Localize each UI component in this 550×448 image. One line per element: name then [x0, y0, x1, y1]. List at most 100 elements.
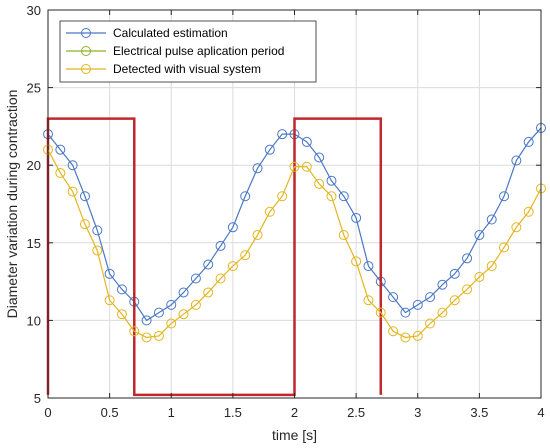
legend-label: Calculated estimation: [113, 26, 228, 40]
x-tick-label: 4: [537, 405, 544, 420]
data-point: [116, 309, 127, 320]
data-point: [153, 330, 164, 341]
data-point: [486, 214, 497, 225]
data-point: [474, 271, 485, 282]
data-point: [67, 160, 78, 171]
data-point: [314, 152, 325, 163]
data-point: [227, 261, 238, 272]
data-point: [264, 144, 275, 155]
data-point: [240, 191, 251, 202]
data-point: [277, 191, 288, 202]
data-point: [289, 161, 300, 172]
data-point: [92, 245, 103, 256]
data-point: [338, 191, 349, 202]
data-point: [351, 256, 362, 267]
y-tick-label: 10: [27, 313, 41, 328]
data-point: [511, 222, 522, 233]
legend-marker: [81, 46, 91, 56]
data-point: [178, 309, 189, 320]
x-tick-label: 2: [291, 405, 298, 420]
data-point: [190, 299, 201, 310]
data-point: [252, 163, 263, 174]
y-tick-label: 5: [34, 391, 41, 406]
data-point: [326, 175, 337, 186]
data-point: [499, 191, 510, 202]
data-point: [215, 273, 226, 284]
data-point: [301, 161, 312, 172]
data-point: [425, 318, 436, 329]
data-point: [190, 273, 201, 284]
data-point: [523, 206, 534, 217]
legend-marker: [81, 64, 91, 74]
y-tick-label: 15: [27, 236, 41, 251]
data-point: [178, 287, 189, 298]
data-point: [523, 136, 534, 147]
x-tick-label: 0: [44, 405, 51, 420]
data-point: [486, 261, 497, 272]
data-point: [166, 299, 177, 310]
data-point: [92, 225, 103, 236]
data-point: [153, 307, 164, 318]
data-point: [67, 186, 78, 197]
data-point: [104, 268, 115, 279]
x-tick-label: 0.5: [101, 405, 119, 420]
x-axis-label: time [s]: [272, 427, 317, 443]
data-point: [388, 292, 399, 303]
legend-marker: [81, 28, 91, 38]
data-point: [499, 242, 510, 253]
data-point: [227, 222, 238, 233]
data-point: [215, 240, 226, 251]
y-tick-label: 25: [27, 81, 41, 96]
data-point: [511, 155, 522, 166]
data-point: [116, 284, 127, 295]
legend: Calculated estimation Electrical pulse ap…: [59, 20, 317, 83]
data-point: [412, 330, 423, 341]
data-point: [277, 129, 288, 140]
data-point: [203, 259, 214, 270]
data-point: [437, 279, 448, 290]
y-axis-label: Diameter variation during contraction: [4, 90, 20, 319]
series-layer: [43, 117, 546, 397]
legend-label: Electrical pulse aplication period: [113, 44, 284, 58]
x-tick-label: 1: [168, 405, 175, 420]
data-point: [462, 284, 473, 295]
data-point: [388, 326, 399, 337]
series-line: [47, 149, 542, 339]
data-point: [326, 191, 337, 202]
data-point: [400, 307, 411, 318]
data-point: [79, 219, 90, 230]
data-point: [400, 332, 411, 343]
data-point: [203, 287, 214, 298]
x-tick-label: 3.5: [470, 405, 488, 420]
data-point: [449, 295, 460, 306]
data-point: [449, 268, 460, 279]
axis-ticks: 0 0.5 1 1.5 2 2.5 3 3.5 4 5 10 15 20 25 30: [27, 3, 545, 420]
data-point: [129, 326, 140, 337]
data-point: [264, 206, 275, 217]
pulse-period-line: [46, 117, 383, 397]
data-point: [474, 230, 485, 241]
x-tick-label: 3: [414, 405, 421, 420]
data-point: [338, 230, 349, 241]
x-tick-label: 2.5: [347, 405, 365, 420]
series-1: [46, 117, 383, 397]
legend-label: Detected with visual system: [113, 62, 261, 76]
data-point: [363, 261, 374, 272]
data-point: [79, 191, 90, 202]
data-point: [351, 212, 362, 223]
data-point: [240, 250, 251, 261]
data-point: [55, 167, 66, 178]
data-point: [363, 295, 374, 306]
series-2: [43, 144, 546, 343]
data-point: [166, 318, 177, 329]
data-point: [437, 307, 448, 318]
data-point: [104, 295, 115, 306]
data-point: [462, 253, 473, 264]
data-point: [314, 178, 325, 189]
data-point: [252, 230, 263, 241]
data-point: [412, 299, 423, 310]
data-point: [301, 136, 312, 147]
data-point: [375, 307, 386, 318]
x-tick-label: 1.5: [224, 405, 242, 420]
